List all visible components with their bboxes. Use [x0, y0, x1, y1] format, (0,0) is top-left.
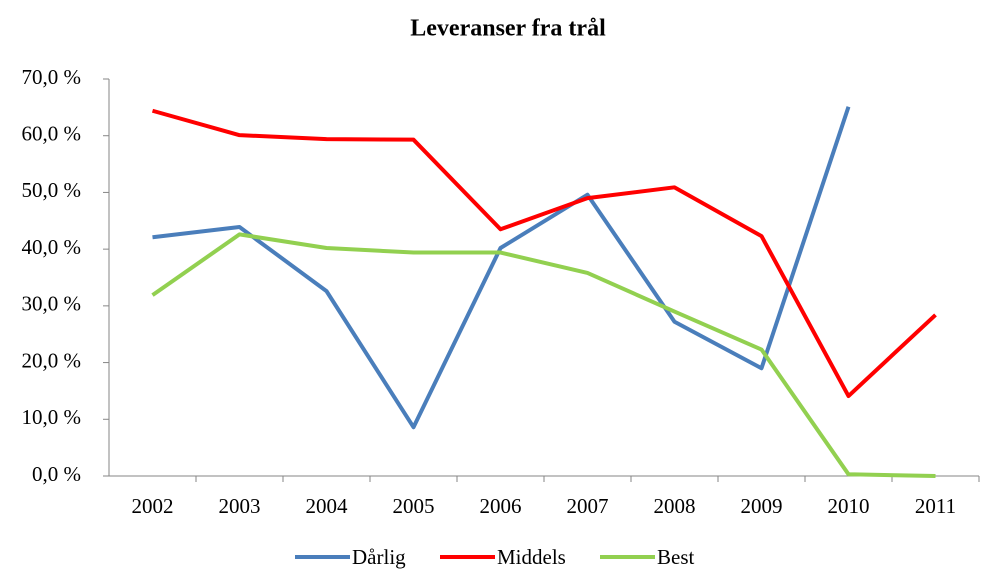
legend-label: Best [657, 545, 695, 569]
x-tick-label: 2011 [915, 494, 956, 518]
x-tick-label: 2004 [306, 494, 349, 518]
x-tick-label: 2009 [741, 494, 783, 518]
y-tick-label: 40,0 % [22, 235, 82, 259]
x-tick-label: 2002 [132, 494, 174, 518]
y-tick-label: 10,0 % [22, 405, 82, 429]
x-tick-label: 2010 [828, 494, 870, 518]
legend-label: Middels [497, 545, 566, 569]
y-tick-label: 70,0 % [22, 65, 82, 89]
x-tick-label: 2003 [219, 494, 261, 518]
y-tick-label: 0,0 % [32, 462, 81, 486]
x-tick-label: 2006 [480, 494, 522, 518]
series-line [152, 106, 851, 430]
x-tick-label: 2008 [654, 494, 696, 518]
series-line [151, 108, 937, 399]
y-tick-label: 60,0 % [22, 122, 82, 146]
y-tick-label: 30,0 % [22, 292, 82, 316]
y-tick-label: 50,0 % [22, 178, 82, 202]
chart-title: Leveranser fra trål [410, 16, 606, 42]
x-tick-label: 2007 [567, 494, 609, 518]
x-tick-label: 2005 [393, 494, 435, 518]
legend-label: Dårlig [352, 545, 406, 569]
series-line [151, 232, 936, 478]
y-tick-label: 20,0 % [22, 348, 82, 372]
